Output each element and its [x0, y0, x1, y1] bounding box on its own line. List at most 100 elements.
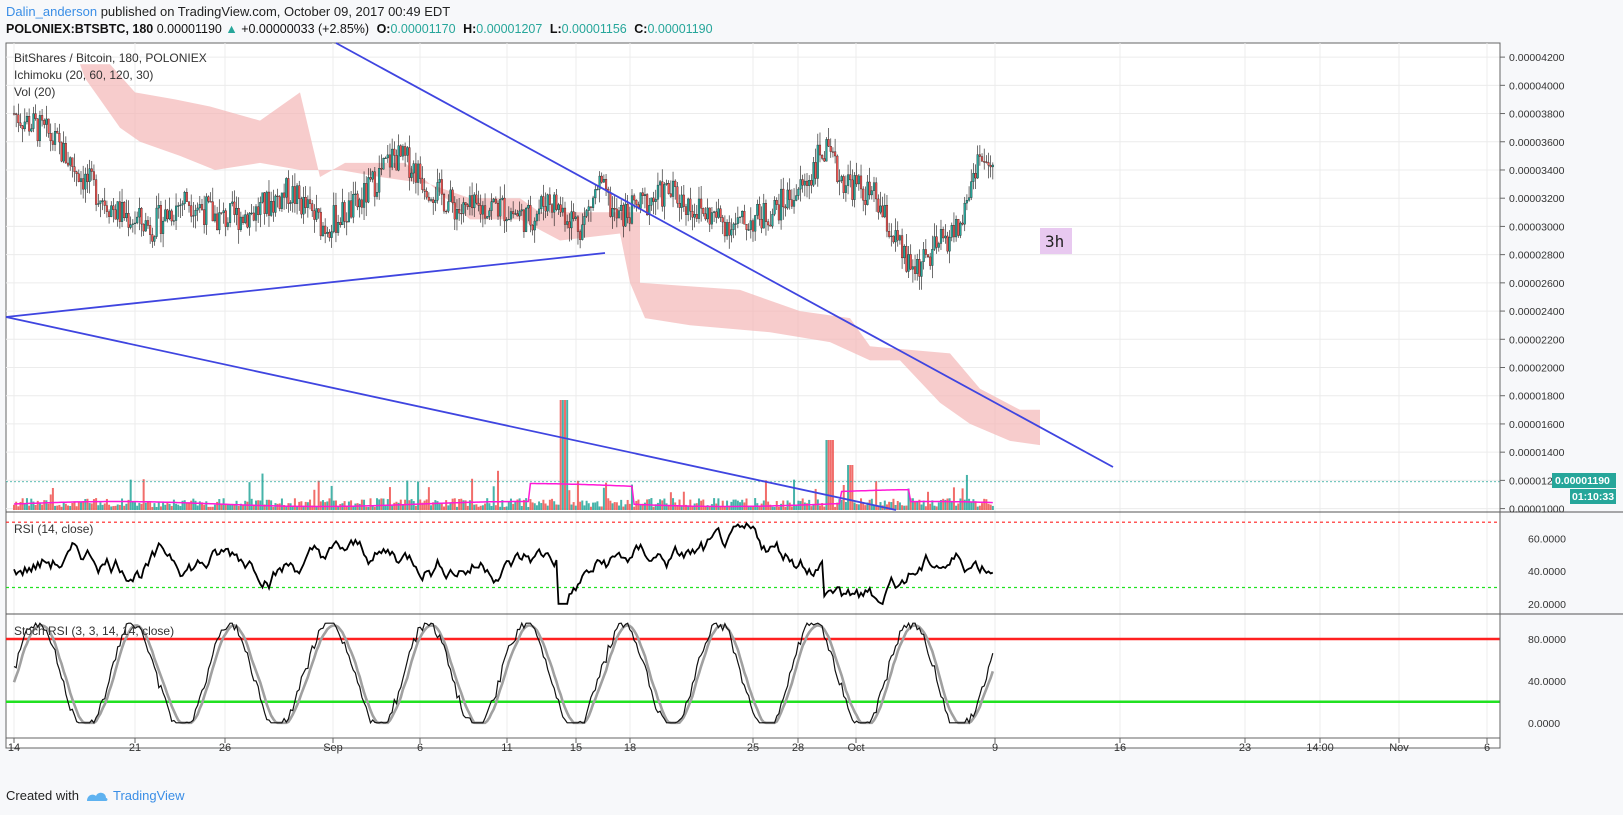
created-with-label: Created with: [6, 788, 79, 803]
volume-bar: [56, 505, 59, 510]
candle-body: [332, 205, 335, 232]
candle-body: [337, 222, 340, 233]
volume-bar: [123, 505, 126, 510]
volume-bar: [970, 501, 973, 510]
candle-body: [153, 236, 156, 242]
candle-body: [283, 192, 286, 198]
volume-bar: [533, 503, 536, 510]
volume-bar: [602, 487, 605, 510]
volume-bar: [920, 504, 923, 510]
candle-body: [69, 157, 72, 166]
candle-body: [54, 131, 57, 145]
time-tick-label: 16: [1114, 742, 1126, 754]
volume-bar: [237, 505, 240, 510]
candle-body: [592, 197, 595, 208]
trendline-descending-top[interactable]: [335, 42, 1114, 468]
volume-bar: [745, 498, 748, 510]
candle-body: [404, 146, 407, 156]
trendline-support[interactable]: [5, 252, 606, 318]
volume-bar: [935, 506, 938, 510]
volume-bar: [654, 504, 657, 510]
candle-body: [391, 148, 394, 168]
candle-body: [851, 179, 854, 200]
volume-bar: [211, 506, 214, 510]
volume-bar: [302, 505, 305, 510]
candle-body: [680, 194, 683, 208]
candle-body: [218, 212, 221, 231]
candle-body: [987, 162, 990, 166]
tradingview-link[interactable]: TradingView: [85, 788, 185, 803]
volume-bar: [516, 499, 519, 510]
candle-body: [957, 219, 960, 236]
volume-bar: [773, 506, 776, 510]
volume-bar: [952, 487, 955, 510]
candle-body: [922, 249, 925, 262]
candle-body: [146, 220, 150, 226]
candle-body: [339, 222, 342, 226]
volume-bar: [734, 499, 737, 510]
volume-bar: [844, 501, 847, 510]
stoch-tick-label: 80.0000: [1528, 634, 1566, 646]
volume-bar: [585, 500, 588, 510]
candle-body: [773, 200, 776, 215]
candle-body: [695, 214, 698, 219]
candle-body: [726, 222, 729, 237]
candle-body: [475, 194, 478, 204]
volume-bar: [540, 503, 543, 510]
time-tick-label: 11: [501, 742, 512, 754]
volume-bar: [803, 502, 806, 510]
volume-bar: [633, 506, 636, 510]
volume-bar: [553, 501, 556, 510]
volume-bar: [477, 506, 480, 510]
volume-bar: [209, 506, 212, 510]
trendline-descending-bottom[interactable]: [5, 316, 897, 511]
volume-bar: [62, 502, 65, 510]
candle-body: [131, 223, 134, 225]
volume-bar: [937, 502, 940, 510]
volume-bar: [810, 506, 813, 510]
volume-bar: [719, 505, 722, 510]
annotation-box[interactable]: [1040, 228, 1072, 254]
open-label: O:: [376, 22, 391, 36]
trendlines[interactable]: [5, 42, 1114, 511]
candle-body: [479, 205, 482, 215]
trading-chart[interactable]: 0.00004200 0.00004000 0.00003800 0.00003600…: [0, 40, 1623, 780]
candle-body: [687, 198, 690, 215]
volume-bar: [417, 481, 420, 510]
candle-body: [706, 207, 709, 220]
volume-bar: [641, 503, 644, 510]
candle-body: [533, 220, 536, 231]
candle-body: [684, 206, 688, 215]
candle-body: [118, 201, 121, 222]
volume-bar: [635, 500, 638, 510]
time-tick-label: 14: [8, 742, 20, 754]
volume-bar: [451, 498, 454, 510]
candle-body: [220, 212, 223, 214]
candle-body: [674, 180, 677, 187]
volume-bar: [205, 501, 208, 510]
volume-bar: [207, 506, 210, 510]
footer: Created with TradingView: [6, 788, 185, 803]
candle-body: [21, 125, 24, 130]
author-link[interactable]: Dalin_anderson: [6, 4, 98, 19]
candle-body: [970, 181, 973, 198]
rsi-tick-label: 40.0000: [1528, 566, 1566, 578]
candle-body: [641, 192, 644, 197]
candle-body: [944, 235, 947, 239]
volume-bar: [28, 505, 31, 510]
candle-body: [756, 204, 759, 216]
volume-bar: [343, 501, 346, 510]
volume-bar: [497, 470, 500, 510]
candle-body: [494, 198, 497, 204]
candle-body: [538, 208, 541, 215]
volume-bar: [758, 505, 761, 510]
candle-body: [721, 217, 724, 223]
candle-body: [49, 133, 52, 142]
candle-body: [847, 174, 850, 186]
volume-bar: [261, 473, 264, 510]
volume-bar: [19, 501, 22, 510]
volume-bar: [527, 506, 530, 510]
candle-body: [849, 174, 852, 181]
candle-body: [769, 224, 772, 227]
close-label: C:: [634, 22, 648, 36]
